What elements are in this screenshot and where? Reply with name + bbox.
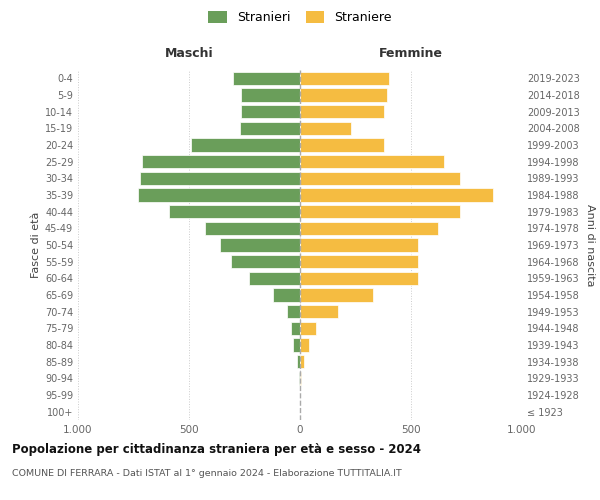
Bar bbox=[300, 88, 386, 102]
Bar bbox=[300, 72, 389, 85]
Legend: Stranieri, Straniere: Stranieri, Straniere bbox=[206, 8, 394, 26]
Bar bbox=[240, 122, 300, 135]
Bar bbox=[233, 72, 300, 85]
Bar bbox=[274, 288, 300, 302]
Text: Maschi: Maschi bbox=[164, 47, 214, 60]
Bar bbox=[231, 255, 300, 268]
Bar bbox=[293, 338, 300, 351]
Bar bbox=[300, 305, 338, 318]
Bar bbox=[300, 205, 460, 218]
Bar bbox=[300, 372, 301, 385]
Bar bbox=[300, 355, 304, 368]
Bar bbox=[291, 322, 300, 335]
Text: Femmine: Femmine bbox=[379, 47, 443, 60]
Y-axis label: Fasce di età: Fasce di età bbox=[31, 212, 41, 278]
Bar bbox=[138, 188, 300, 202]
Bar bbox=[300, 172, 460, 185]
Bar bbox=[300, 338, 309, 351]
Bar bbox=[300, 222, 437, 235]
Bar bbox=[296, 355, 300, 368]
Bar bbox=[300, 288, 373, 302]
Bar bbox=[300, 255, 418, 268]
Bar bbox=[300, 155, 445, 168]
Bar bbox=[205, 222, 300, 235]
Bar bbox=[300, 122, 351, 135]
Bar bbox=[220, 238, 300, 252]
Bar bbox=[249, 272, 300, 285]
Bar bbox=[300, 238, 418, 252]
Bar bbox=[241, 88, 300, 102]
Text: COMUNE DI FERRARA - Dati ISTAT al 1° gennaio 2024 - Elaborazione TUTTITALIA.IT: COMUNE DI FERRARA - Dati ISTAT al 1° gen… bbox=[12, 469, 402, 478]
Y-axis label: Anni di nascita: Anni di nascita bbox=[585, 204, 595, 286]
Bar bbox=[300, 105, 385, 118]
Text: Popolazione per cittadinanza straniera per età e sesso - 2024: Popolazione per cittadinanza straniera p… bbox=[12, 442, 421, 456]
Bar bbox=[300, 322, 316, 335]
Bar bbox=[191, 138, 300, 151]
Bar bbox=[300, 272, 418, 285]
Bar bbox=[140, 172, 300, 185]
Bar bbox=[300, 138, 385, 151]
Bar bbox=[300, 188, 493, 202]
Bar bbox=[287, 305, 300, 318]
Bar bbox=[299, 372, 300, 385]
Bar bbox=[169, 205, 300, 218]
Bar bbox=[142, 155, 300, 168]
Bar bbox=[241, 105, 300, 118]
